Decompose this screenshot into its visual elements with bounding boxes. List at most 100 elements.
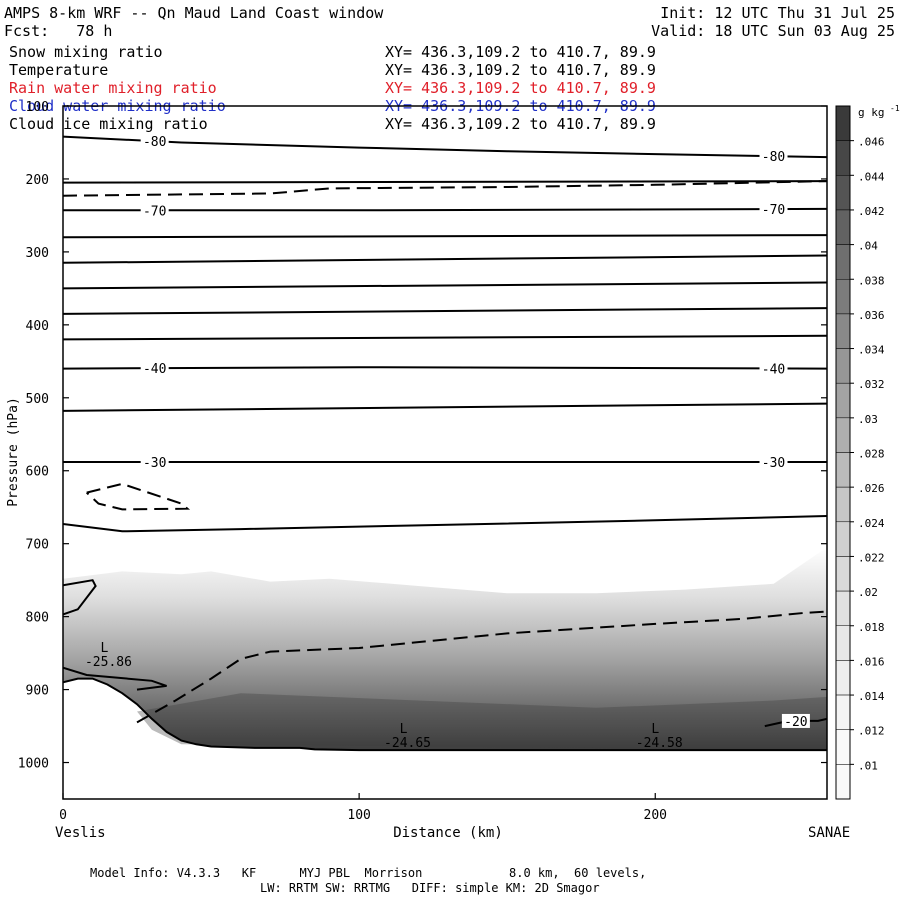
colorbar-swatch: [835, 348, 851, 384]
contour-label: -30: [762, 456, 785, 471]
temperature-contour: [63, 366, 827, 370]
y-tick-label: 1000: [18, 757, 49, 772]
init-time: Init: 12 UTC Thu 31 Jul 25: [660, 4, 895, 22]
low-value-label: -24.65: [384, 736, 431, 751]
y-tick-label: 100: [26, 100, 49, 115]
colorbar-label: .012: [858, 725, 885, 738]
colorbar-label: .022: [858, 551, 885, 564]
field-name-cloud-ice: Cloud ice mixing ratio: [9, 115, 208, 133]
colorbar-swatch: [835, 764, 851, 800]
colorbar-label: .014: [858, 690, 885, 703]
colorbar-unit-exponent: -1: [890, 104, 900, 113]
contour-label: -70: [143, 204, 166, 219]
x-axis-label: Distance (km): [393, 825, 503, 841]
field-name-temperature: Temperature: [9, 61, 109, 79]
contour-label-bg: [140, 134, 169, 149]
valid-time: Valid: 18 UTC Sun 03 Aug 25: [651, 22, 895, 40]
plot-title: AMPS 8-km WRF -- Qn Maud Land Coast wind…: [4, 4, 384, 22]
temperature-contour: [63, 334, 827, 341]
y-tick-label: 400: [26, 319, 49, 334]
colorbar-frame: [835, 105, 851, 800]
field-name-rain: Rain water mixing ratio: [9, 79, 217, 97]
colorbar-label: .044: [858, 170, 885, 183]
y-tick-label: 800: [26, 611, 49, 626]
terrain-line: [63, 677, 827, 752]
low-value-label: -24.58: [636, 736, 683, 751]
colorbar-label: .028: [858, 448, 885, 461]
colorbar: .046 .044 .042 .04 .038 .036 .034 .032 .03 .028 .0…: [835, 104, 900, 800]
low-value-label: -25.86: [85, 655, 132, 670]
y-tick-label: 200: [26, 173, 49, 188]
colorbar-label: .01: [858, 759, 878, 772]
snow-mixing-ratio-field: [63, 547, 827, 751]
temperature-contour: [63, 254, 827, 264]
y-tick-label: 500: [26, 392, 49, 407]
low-marker: L: [400, 722, 408, 737]
colorbar-swatch: [835, 521, 851, 557]
field-xy-rain: XY= 436.3,109.2 to 410.7, 89.9: [385, 79, 656, 97]
snow-field-core: [137, 693, 827, 751]
contour-layer: -80-80-70 -70-40 -40-30 -30-20L-25.86L-24.6…: [63, 134, 827, 752]
colorbar-unit: g kg: [858, 106, 885, 119]
colorbar-swatch: [835, 313, 851, 349]
temperature-contour: [63, 281, 827, 290]
temperature-contour: [63, 207, 827, 212]
y-tick-label: 300: [26, 246, 49, 261]
colorbar-label: .036: [858, 309, 885, 322]
plot-frame: [62, 105, 828, 800]
colorbar-swatch: [835, 625, 851, 661]
temperature-contour: [63, 135, 827, 159]
colorbar-label: .02: [858, 586, 878, 599]
colorbar-label: .018: [858, 621, 885, 634]
colorbar-label: .04: [858, 240, 878, 253]
field-xy-cloud-ice: XY= 436.3,109.2 to 410.7, 89.9: [385, 115, 656, 133]
contour-label-bg: [140, 361, 169, 376]
y-tick-label: 700: [26, 538, 49, 553]
colorbar-swatch: [835, 452, 851, 488]
colorbar-swatch: [835, 382, 851, 419]
model-physics: LW: RRTM SW: RRTMG DIFF: simple KM: 2D S…: [260, 881, 600, 895]
contour-label-bg: [759, 454, 788, 469]
dashed-contour: [86, 482, 191, 511]
contour-label: -80: [762, 150, 785, 165]
temperature-contour: [63, 402, 827, 412]
y-tick-label: 900: [26, 684, 49, 699]
x-tick-label: 0: [59, 808, 67, 823]
colorbar-swatch: [835, 729, 851, 765]
x-tick-label: 200: [644, 808, 667, 823]
colorbar-swatch: [835, 244, 851, 280]
contour-label: -70: [762, 203, 785, 218]
model-info: Model Info: V4.3.3 KF MYJ PBL Morrison 8…: [90, 866, 647, 880]
y-axis-label: Pressure (hPa): [6, 397, 21, 507]
x-tick-label: 100: [347, 808, 370, 823]
temperature-contour: [63, 515, 827, 533]
colorbar-swatch: [835, 105, 851, 141]
colorbar-swatch: [835, 175, 851, 211]
temperature-contour: [63, 180, 827, 184]
low-marker: L: [651, 722, 659, 737]
field-xy-snow: XY= 436.3,109.2 to 410.7, 89.9: [385, 43, 656, 61]
low-marker: L: [101, 641, 109, 656]
colorbar-label: .016: [858, 655, 885, 668]
forecast-hour: Fcst: 78 h: [4, 22, 113, 40]
colorbar-swatch: [835, 660, 851, 696]
contour-label-bg: [759, 202, 788, 217]
y-tick-label: 600: [26, 465, 49, 480]
temperature-contour: [63, 307, 827, 315]
axes-layer: 100 200 300 400 500 600 700 800 900 1000 0 100 200: [18, 100, 828, 823]
solid-contour-lobe: [63, 666, 167, 691]
colorbar-swatch: [835, 590, 851, 626]
colorbar-swatch: [835, 556, 851, 592]
field-xy-temperature: XY= 436.3,109.2 to 410.7, 89.9: [385, 61, 656, 79]
x-end-location: SANAE: [808, 825, 850, 841]
solid-contour-lobe: [63, 579, 97, 616]
colorbar-label: .042: [858, 205, 885, 218]
colorbar-swatch: [835, 209, 851, 245]
field-name-snow: Snow mixing ratio: [9, 43, 163, 61]
colorbar-label: .03: [858, 413, 878, 426]
contour-label: -40: [143, 362, 166, 377]
dashed-contour: [136, 610, 827, 724]
colorbar-label: .034: [858, 344, 885, 357]
contour-label-bg: [140, 454, 169, 469]
